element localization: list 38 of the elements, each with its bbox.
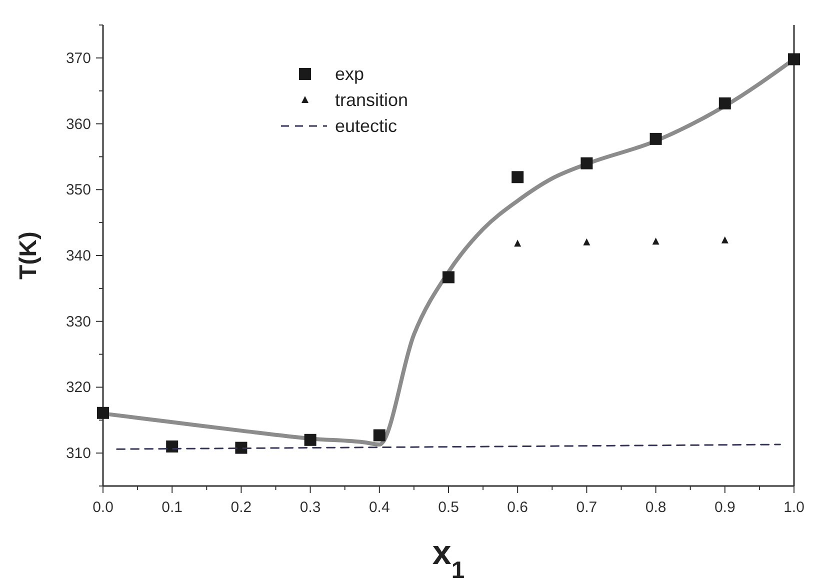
point — [235, 442, 248, 454]
y-tick-label: 350 — [66, 182, 91, 199]
x-tick-label: 0.0 — [92, 499, 114, 516]
x-tick-label: 0.6 — [507, 499, 528, 516]
y-axis-title: T(K) — [15, 232, 42, 280]
y-tick-label: 320 — [66, 379, 91, 396]
point — [304, 434, 316, 446]
x-tick-label: 0.4 — [368, 499, 390, 516]
x-tick-label: 0.5 — [438, 499, 459, 516]
point — [718, 97, 731, 110]
point — [166, 440, 178, 452]
y-tick-label: 370 — [66, 50, 91, 67]
legend-label: transition — [335, 90, 408, 110]
x-tick-label: 0.9 — [714, 499, 736, 516]
point — [512, 171, 524, 184]
point — [373, 429, 386, 442]
point — [652, 238, 660, 245]
x-tick-label: 0.7 — [576, 499, 598, 516]
x-tick-label: 0.3 — [300, 499, 321, 516]
x-axis-title: x$_{1}$ — [432, 534, 465, 582]
point — [97, 406, 109, 419]
legend-label: exp — [335, 64, 364, 84]
x-tick-label: 0.2 — [230, 499, 252, 516]
y-tick-label: 340 — [66, 248, 91, 264]
point — [514, 240, 522, 247]
legend-label: eutectic — [335, 116, 398, 136]
point — [580, 157, 593, 170]
y-tick-label: 310 — [66, 445, 91, 462]
point — [721, 236, 728, 244]
point — [650, 132, 662, 145]
point — [788, 53, 800, 66]
x-tick-label: 0.8 — [645, 499, 666, 516]
point — [583, 238, 590, 246]
y-tick-label: 330 — [66, 313, 91, 330]
point — [442, 271, 454, 284]
x-tick-label: 0.1 — [162, 499, 183, 516]
y-tick-label: 360 — [66, 116, 91, 133]
x-tick-label: 1.0 — [784, 499, 804, 516]
